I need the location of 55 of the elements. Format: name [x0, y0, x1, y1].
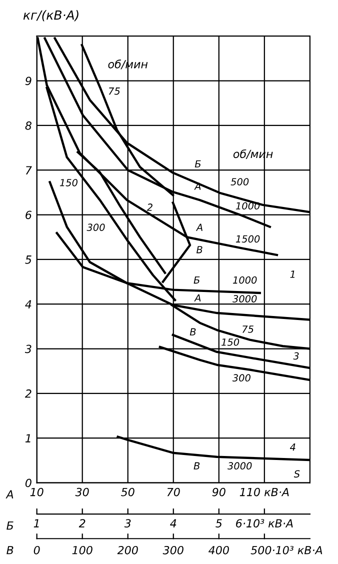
x-tick-label: 90 — [212, 488, 226, 496]
annotation: 2 — [146, 204, 152, 211]
annotation: 3 — [293, 352, 299, 360]
annotation: 75 — [108, 88, 120, 95]
annotation: 300 — [86, 224, 105, 231]
annotation: 300 — [232, 374, 250, 382]
text: 300 — [162, 546, 184, 554]
annotation: 500 — [230, 178, 249, 186]
annotation: А — [196, 224, 202, 231]
text: В — [6, 546, 14, 554]
x-tick-label: 50 — [121, 488, 134, 496]
annotation: 3000 — [228, 462, 252, 470]
x-tick-label: 30 — [75, 488, 89, 496]
y-tick-label: 2 — [24, 389, 32, 398]
y-tick-label: 7 — [26, 166, 32, 174]
text: 0 — [34, 546, 40, 554]
x2-tick-label: 2 — [78, 519, 86, 528]
annotation: В — [196, 246, 202, 254]
x-tick-label: 110 кВ·А — [240, 488, 289, 496]
y-axis-title: кг/(кВ·А) — [23, 10, 78, 22]
text: 200 — [117, 546, 138, 554]
y-tick-label: 1 — [25, 434, 30, 442]
x2-tick-label: 6·10³ кВ·А — [236, 519, 293, 528]
annotation: 3000 — [232, 295, 257, 302]
text: 100 — [72, 546, 92, 554]
x2-tick-label: 3 — [124, 519, 131, 528]
y-tick-label: 3 — [24, 344, 32, 354]
annotation: А — [194, 294, 201, 302]
y-tick-label: 0 — [25, 478, 32, 488]
annotation: 150 — [60, 178, 78, 186]
annotation: Б — [194, 160, 201, 168]
annotation: S — [294, 470, 300, 478]
x2-tick-label: 1 — [34, 519, 39, 528]
annotation: Б — [194, 276, 200, 284]
annotation: 1500 — [236, 235, 260, 243]
annotation: В — [194, 462, 200, 470]
x-axis-title: А — [6, 490, 14, 498]
x2-axis-title: Б — [6, 522, 14, 530]
y-tick-label: 4 — [25, 300, 32, 308]
y-tick-label: 8 — [25, 121, 32, 130]
y-tick-label: 5 — [25, 256, 32, 264]
annotation: 1000 — [232, 276, 257, 284]
x-tick-label: 70 — [167, 488, 180, 496]
y-tick-label: 6 — [26, 210, 32, 220]
text: 500·10³ кВ·А — [250, 546, 322, 554]
annotation: 150 — [221, 338, 240, 346]
x2-tick-label: 4 — [170, 519, 176, 528]
y-tick-label: 9 — [25, 76, 32, 86]
text: 400 — [208, 546, 229, 554]
annotation: В — [190, 328, 196, 336]
x-tick-label: 10 — [30, 488, 44, 496]
x2-tick-label: 5 — [216, 519, 222, 528]
annotation: 75 — [242, 326, 254, 333]
annotation: 1 — [290, 270, 294, 278]
annotation: 4 — [290, 444, 296, 451]
